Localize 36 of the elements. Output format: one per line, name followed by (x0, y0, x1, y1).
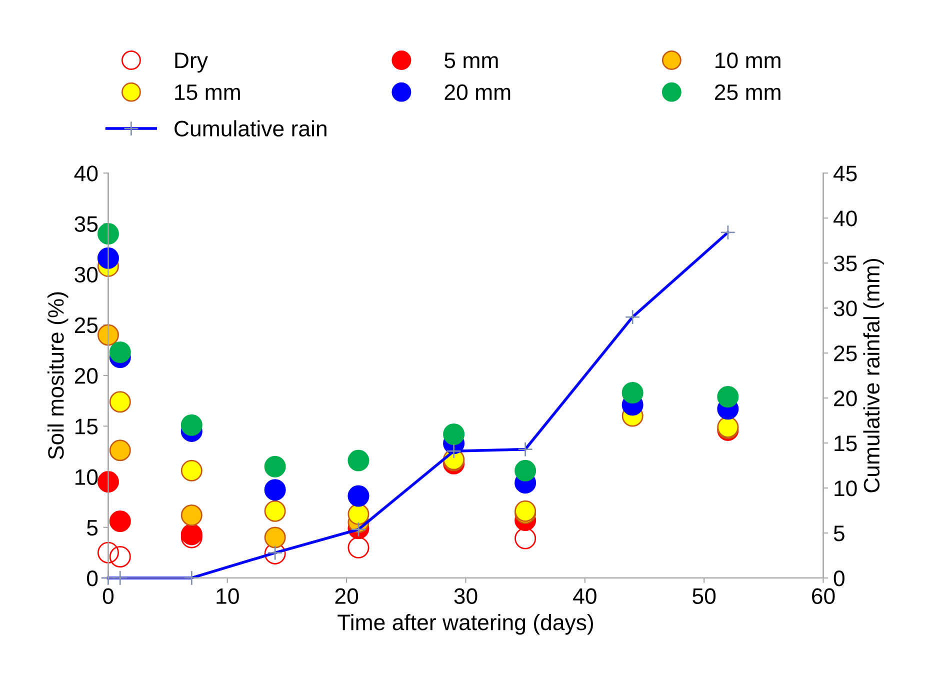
y2-tick-label: 0 (834, 570, 844, 586)
x-tick-label: 20 (335, 588, 358, 604)
y2-tick-label: 15 (834, 436, 857, 452)
legend-label: Cumulative rain (174, 120, 326, 137)
y2-tick-label: 25 (834, 346, 857, 362)
y-tick-label: 10 (75, 469, 98, 486)
y2-tick-label: 20 (834, 390, 857, 406)
legend-label: Dry (175, 52, 208, 73)
x-axis-title: Time after watering (days) (338, 614, 594, 635)
y-tick-label: 0 (87, 570, 98, 586)
y2-tick-label: 45 (833, 166, 857, 182)
x-tick-label: 50 (692, 588, 716, 604)
y-tick-label: 20 (74, 368, 98, 384)
y-tick-label: 5 (87, 520, 98, 536)
legend-label: 20 mm (444, 84, 510, 100)
x-tick-label: 30 (454, 588, 478, 604)
y2-tick-label: 40 (833, 210, 857, 226)
y2-tick-label: 30 (834, 300, 857, 316)
y2-axis-title: Cumulative rainfal (mm) (863, 258, 884, 492)
x-tick-label: 40 (573, 588, 596, 604)
y-tick-label: 30 (74, 266, 98, 283)
y-tick-label: 35 (74, 216, 98, 232)
y2-tick-label: 5 (834, 526, 844, 542)
y-axis-title: Soil mositure (%) (48, 292, 68, 460)
y2-tick-label: 35 (834, 256, 857, 272)
x-tick-label: 60 (812, 588, 835, 604)
y-tick-label: 15 (75, 418, 98, 434)
legend-label: 5 mm (444, 52, 498, 68)
x-tick-label: 10 (216, 588, 239, 604)
y2-tick-label: 10 (834, 480, 857, 496)
legend-label: 15 mm (175, 84, 240, 100)
y-tick-label: 40 (74, 166, 98, 182)
x-tick-label: 0 (102, 588, 114, 604)
legend-label: 25 mm (715, 84, 780, 100)
y-tick-label: 25 (74, 317, 98, 334)
legend-label: 10 mm (716, 52, 780, 68)
